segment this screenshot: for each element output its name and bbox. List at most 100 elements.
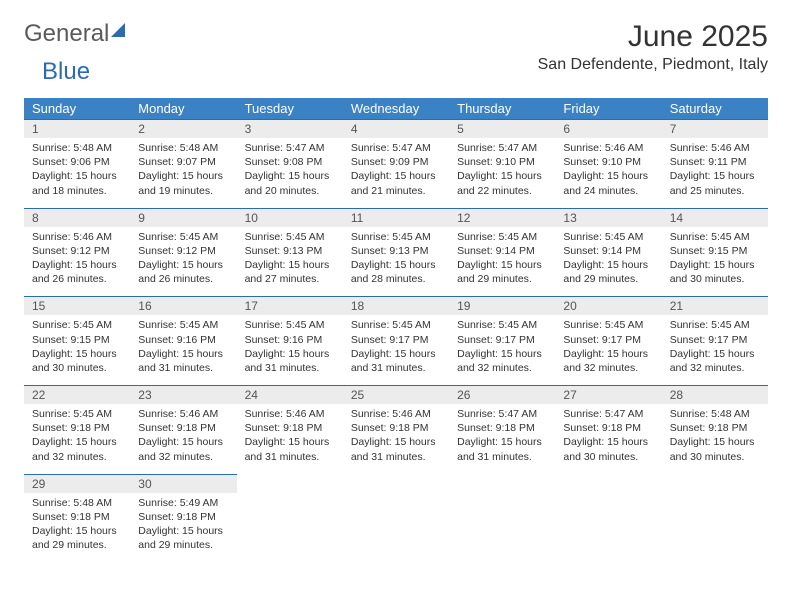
sunrise-text: Sunrise: 5:47 AM	[563, 407, 653, 421]
day1-text: Daylight: 15 hours	[245, 169, 335, 183]
day-number: 9	[130, 208, 236, 227]
day1-text: Daylight: 15 hours	[138, 169, 228, 183]
day2-text: and 30 minutes.	[563, 450, 653, 464]
day-cell: Sunrise: 5:47 AMSunset: 9:10 PMDaylight:…	[449, 138, 555, 208]
sunset-text: Sunset: 9:16 PM	[138, 333, 228, 347]
day-cell	[237, 493, 343, 563]
day2-text: and 19 minutes.	[138, 184, 228, 198]
sunrise-text: Sunrise: 5:48 AM	[138, 141, 228, 155]
day1-text: Daylight: 15 hours	[457, 435, 547, 449]
day2-text: and 29 minutes.	[138, 538, 228, 552]
sunrise-text: Sunrise: 5:47 AM	[245, 141, 335, 155]
weekday-header: Tuesday	[237, 98, 343, 120]
day-cell: Sunrise: 5:45 AMSunset: 9:15 PMDaylight:…	[24, 315, 130, 385]
day-number: 16	[130, 297, 236, 316]
day2-text: and 32 minutes.	[670, 361, 760, 375]
day-number: 1	[24, 120, 130, 139]
day-cell: Sunrise: 5:48 AMSunset: 9:07 PMDaylight:…	[130, 138, 236, 208]
day1-text: Daylight: 15 hours	[457, 169, 547, 183]
day-number: 14	[662, 208, 768, 227]
day-number: 18	[343, 297, 449, 316]
day-cell: Sunrise: 5:45 AMSunset: 9:14 PMDaylight:…	[449, 227, 555, 297]
day-number: 3	[237, 120, 343, 139]
day-cell: Sunrise: 5:46 AMSunset: 9:18 PMDaylight:…	[343, 404, 449, 474]
day-cell: Sunrise: 5:48 AMSunset: 9:18 PMDaylight:…	[662, 404, 768, 474]
day-cell: Sunrise: 5:45 AMSunset: 9:17 PMDaylight:…	[449, 315, 555, 385]
month-title: June 2025	[538, 20, 768, 54]
day-number: 21	[662, 297, 768, 316]
day1-text: Daylight: 15 hours	[32, 347, 122, 361]
day-number	[449, 474, 555, 493]
sunset-text: Sunset: 9:15 PM	[670, 244, 760, 258]
day2-text: and 28 minutes.	[351, 272, 441, 286]
content-row: Sunrise: 5:48 AMSunset: 9:18 PMDaylight:…	[24, 493, 768, 563]
sunset-text: Sunset: 9:15 PM	[32, 333, 122, 347]
sunrise-text: Sunrise: 5:45 AM	[670, 318, 760, 332]
day2-text: and 31 minutes.	[457, 450, 547, 464]
sunrise-text: Sunrise: 5:46 AM	[245, 407, 335, 421]
day2-text: and 30 minutes.	[670, 272, 760, 286]
day2-text: and 32 minutes.	[563, 361, 653, 375]
day1-text: Daylight: 15 hours	[670, 258, 760, 272]
day2-text: and 29 minutes.	[457, 272, 547, 286]
sunrise-text: Sunrise: 5:45 AM	[457, 318, 547, 332]
sunset-text: Sunset: 9:18 PM	[670, 421, 760, 435]
day-number: 13	[555, 208, 661, 227]
day1-text: Daylight: 15 hours	[245, 258, 335, 272]
day-number: 5	[449, 120, 555, 139]
day-cell	[449, 493, 555, 563]
weekday-header: Saturday	[662, 98, 768, 120]
day2-text: and 22 minutes.	[457, 184, 547, 198]
title-block: June 2025 San Defendente, Piedmont, Ital…	[538, 20, 768, 74]
day-number: 23	[130, 386, 236, 405]
day1-text: Daylight: 15 hours	[32, 435, 122, 449]
day1-text: Daylight: 15 hours	[138, 435, 228, 449]
weekday-header: Friday	[555, 98, 661, 120]
sunset-text: Sunset: 9:18 PM	[563, 421, 653, 435]
sunrise-text: Sunrise: 5:45 AM	[138, 318, 228, 332]
day-number	[555, 474, 661, 493]
day-number	[662, 474, 768, 493]
day1-text: Daylight: 15 hours	[245, 347, 335, 361]
day-cell: Sunrise: 5:46 AMSunset: 9:10 PMDaylight:…	[555, 138, 661, 208]
sunrise-text: Sunrise: 5:45 AM	[351, 318, 441, 332]
day1-text: Daylight: 15 hours	[138, 258, 228, 272]
sunrise-text: Sunrise: 5:46 AM	[563, 141, 653, 155]
day-number: 6	[555, 120, 661, 139]
sunrise-text: Sunrise: 5:46 AM	[670, 141, 760, 155]
sunset-text: Sunset: 9:17 PM	[670, 333, 760, 347]
sunrise-text: Sunrise: 5:45 AM	[32, 407, 122, 421]
sunset-text: Sunset: 9:13 PM	[351, 244, 441, 258]
day-number: 24	[237, 386, 343, 405]
day-cell: Sunrise: 5:47 AMSunset: 9:08 PMDaylight:…	[237, 138, 343, 208]
day1-text: Daylight: 15 hours	[563, 347, 653, 361]
day2-text: and 29 minutes.	[32, 538, 122, 552]
day2-text: and 31 minutes.	[245, 450, 335, 464]
day-number: 15	[24, 297, 130, 316]
sunset-text: Sunset: 9:17 PM	[563, 333, 653, 347]
day-cell	[343, 493, 449, 563]
sunset-text: Sunset: 9:16 PM	[245, 333, 335, 347]
daynum-row: 15161718192021	[24, 297, 768, 316]
day2-text: and 29 minutes.	[563, 272, 653, 286]
day-cell: Sunrise: 5:47 AMSunset: 9:18 PMDaylight:…	[555, 404, 661, 474]
sunrise-text: Sunrise: 5:46 AM	[138, 407, 228, 421]
day1-text: Daylight: 15 hours	[351, 258, 441, 272]
day2-text: and 25 minutes.	[670, 184, 760, 198]
day1-text: Daylight: 15 hours	[563, 258, 653, 272]
day2-text: and 20 minutes.	[245, 184, 335, 198]
day-cell: Sunrise: 5:45 AMSunset: 9:15 PMDaylight:…	[662, 227, 768, 297]
day-cell: Sunrise: 5:46 AMSunset: 9:12 PMDaylight:…	[24, 227, 130, 297]
day2-text: and 32 minutes.	[457, 361, 547, 375]
day1-text: Daylight: 15 hours	[457, 347, 547, 361]
sunset-text: Sunset: 9:11 PM	[670, 155, 760, 169]
daynum-row: 891011121314	[24, 208, 768, 227]
day1-text: Daylight: 15 hours	[351, 347, 441, 361]
sunrise-text: Sunrise: 5:48 AM	[670, 407, 760, 421]
day-cell: Sunrise: 5:47 AMSunset: 9:18 PMDaylight:…	[449, 404, 555, 474]
logo: General	[24, 20, 125, 48]
day1-text: Daylight: 15 hours	[138, 347, 228, 361]
sunset-text: Sunset: 9:08 PM	[245, 155, 335, 169]
day-number: 19	[449, 297, 555, 316]
day2-text: and 32 minutes.	[138, 450, 228, 464]
